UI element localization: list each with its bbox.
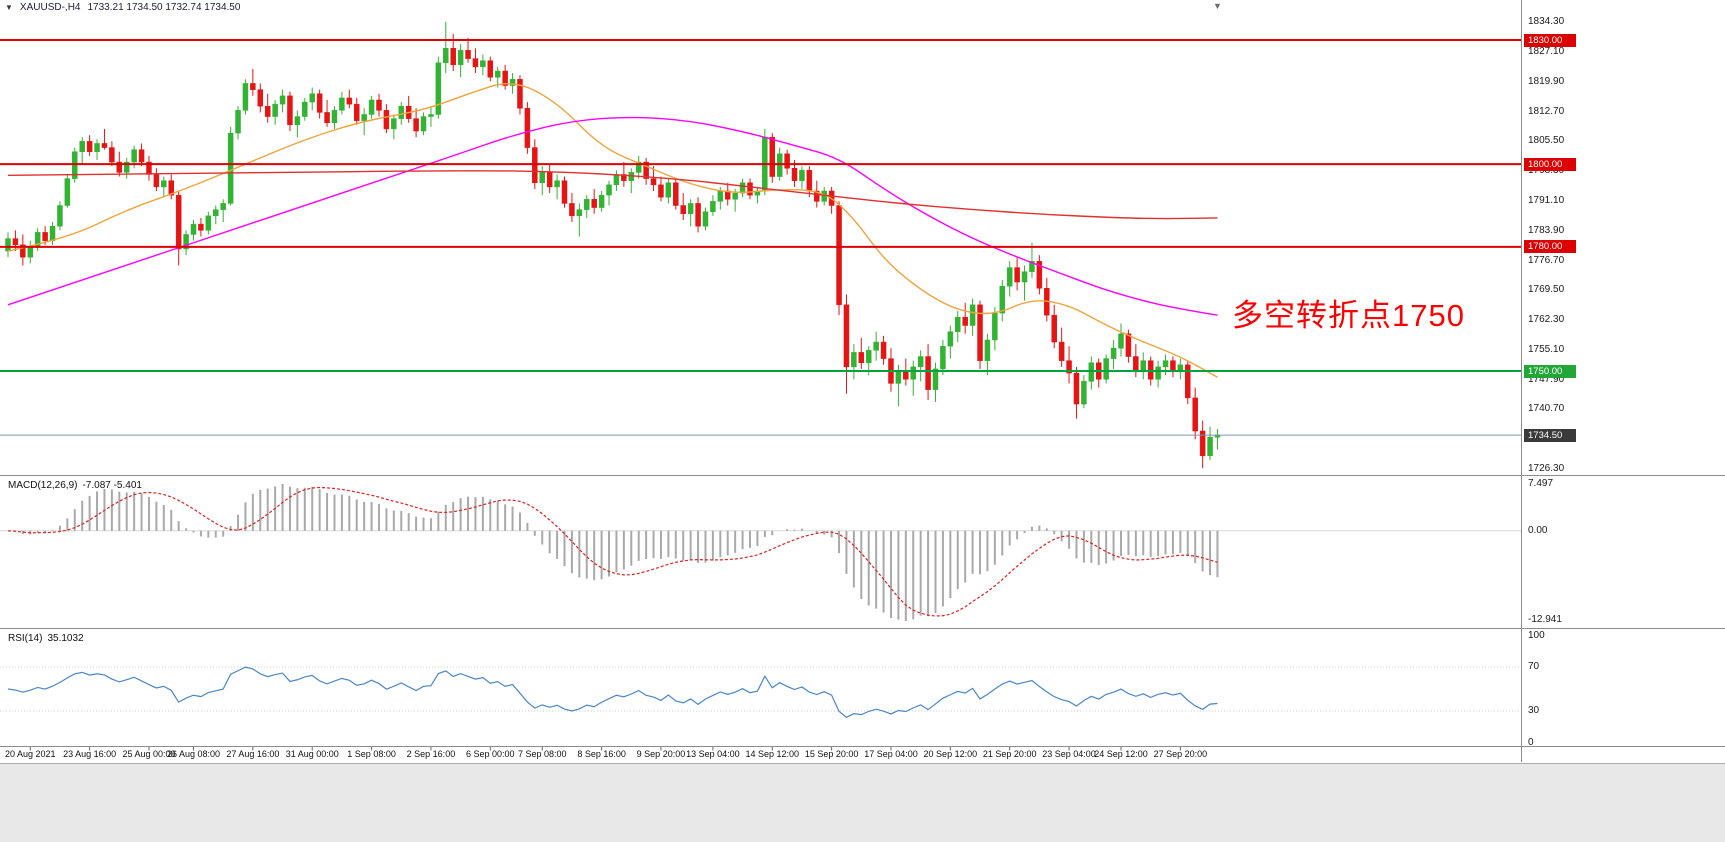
macd-histogram xyxy=(14,484,1219,621)
price-scale-label: 1783.90 xyxy=(1528,224,1565,236)
price-scale[interactable]: 1834.30 1827.10 1819.90 1812.70 1805.50 1798.… xyxy=(1522,0,1725,762)
time-axis-label: 13 Sep 04:00 xyxy=(686,749,740,759)
chart-header: ▼ XAUUSD-,H4 1733.21 1734.50 1732.74 173… xyxy=(0,0,240,14)
price-scale-label: 1740.70 xyxy=(1528,403,1565,415)
macd-scale-min: -12.941 xyxy=(1528,614,1562,625)
time-axis-label: 23 Aug 16:00 xyxy=(63,749,117,759)
price-scale-label: 1769.50 xyxy=(1528,284,1565,296)
price-scale-label: 1762.30 xyxy=(1528,314,1565,326)
rsi-scale-label: 100 xyxy=(1528,630,1545,641)
time-axis-label: 15 Sep 20:00 xyxy=(804,749,859,759)
price-scale-label: 1755.10 xyxy=(1528,343,1565,355)
time-axis-label: 27 Sep 20:00 xyxy=(1153,749,1208,759)
price-tag-1734.50: 1734.50 xyxy=(1524,428,1576,442)
rsi-scale-label: 70 xyxy=(1528,661,1540,672)
price-scale-label: 1776.70 xyxy=(1528,254,1565,266)
price-scale-label: 1798.30 xyxy=(1528,165,1565,177)
chart-annotation-text[interactable]: 多空转折点1750 xyxy=(1232,298,1465,333)
price-tag-1800.00: 1800.00 xyxy=(1524,157,1576,171)
time-axis-label: 8 Sep 16:00 xyxy=(577,749,626,759)
chart-shift-marker-icon[interactable]: ▼ xyxy=(1213,1,1222,11)
price-scale-label: 1812.70 xyxy=(1528,105,1565,117)
time-axis-label: 31 Aug 00:00 xyxy=(285,749,339,759)
price-scale-label: 1827.10 xyxy=(1528,45,1565,57)
price-scale-label: 1834.30 xyxy=(1528,16,1565,28)
price-tag-1750.00: 1750.00 xyxy=(1524,364,1576,378)
rsi-name: RSI(14) xyxy=(8,633,43,644)
price-tag-1780.00: 1780.00 xyxy=(1524,240,1576,254)
price-tag-1830.00: 1830.00 xyxy=(1524,33,1576,47)
time-axis-label: 9 Sep 20:00 xyxy=(636,749,686,759)
time-axis-label: 24 Sep 12:00 xyxy=(1094,749,1148,759)
rsi-line xyxy=(7,666,1218,719)
rsi-indicator-label: RSI(14) 35.1032 xyxy=(8,633,84,644)
chart-symbol-title: XAUUSD-,H4 xyxy=(19,1,81,13)
time-axis-label: 14 Sep 12:00 xyxy=(745,749,800,759)
rsi-scale-label: 0 xyxy=(1528,737,1534,748)
time-axis-label: 23 Sep 04:00 xyxy=(1042,749,1096,759)
time-axis-label: 27 Aug 16:00 xyxy=(226,749,280,759)
ma-line-fast[interactable] xyxy=(7,83,1218,378)
price-scale-label: 1747.90 xyxy=(1528,373,1565,385)
macd-signal-line xyxy=(7,486,1218,617)
macd-name: MACD(12,26,9) xyxy=(8,480,78,491)
price-scale-label: 1791.10 xyxy=(1528,194,1565,206)
rsi-value: 35.1032 xyxy=(47,633,84,644)
time-axis-label: 6 Sep 00:00 xyxy=(466,749,515,759)
time-axis-label: 20 Sep 12:00 xyxy=(923,749,978,759)
bottom-panel xyxy=(0,763,1725,842)
macd-scale-max: 7.497 xyxy=(1528,478,1554,489)
time-axis-label: 26 Aug 08:00 xyxy=(166,749,221,759)
time-axis-label: 1 Sep 08:00 xyxy=(347,749,396,759)
time-scale[interactable]: 20 Aug 2021 23 Aug 16:00 25 Aug 00:00 26 Au… xyxy=(0,747,1521,762)
macd-scale-zero: 0.00 xyxy=(1528,524,1548,536)
time-axis-label: 25 Aug 00:00 xyxy=(122,749,176,759)
macd-indicator-label: MACD(12,26,9) -7.087 -5.401 xyxy=(8,480,142,491)
macd-values: -7.087 -5.401 xyxy=(82,480,142,491)
price-scale-label: 1819.90 xyxy=(1528,75,1565,87)
time-axis-label: 17 Sep 04:00 xyxy=(864,749,918,759)
time-axis-label: 7 Sep 08:00 xyxy=(517,749,567,759)
price-scale-label: 1726.30 xyxy=(1528,463,1565,475)
one-click-trading-toggle-icon[interactable]: ▼ xyxy=(5,2,13,12)
time-axis-label: 20 Aug 2021 xyxy=(4,749,56,759)
chart-ohlc-values: 1733.21 1734.50 1732.74 1734.50 xyxy=(87,1,241,13)
time-axis-label: 2 Sep 16:00 xyxy=(406,749,456,759)
price-scale-label: 1805.50 xyxy=(1528,135,1565,147)
ma-line-mid[interactable] xyxy=(7,116,1218,316)
time-axis-label: 21 Sep 20:00 xyxy=(982,749,1037,759)
ma-line-slow[interactable] xyxy=(7,170,1218,220)
rsi-scale-label: 30 xyxy=(1528,705,1540,716)
